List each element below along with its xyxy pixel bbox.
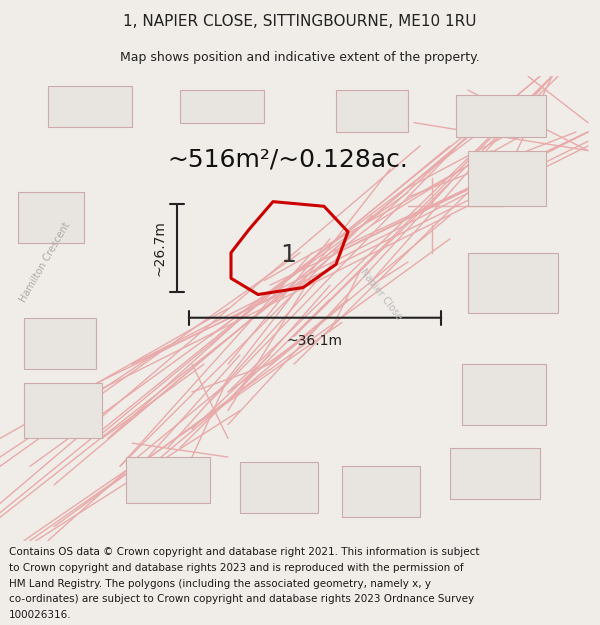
Text: HM Land Registry. The polygons (including the associated geometry, namely x, y: HM Land Registry. The polygons (includin… xyxy=(9,579,431,589)
Text: 1: 1 xyxy=(280,243,296,267)
Polygon shape xyxy=(456,95,546,137)
Text: co-ordinates) are subject to Crown copyright and database rights 2023 Ordnance S: co-ordinates) are subject to Crown copyr… xyxy=(9,594,474,604)
Text: Contains OS data © Crown copyright and database right 2021. This information is : Contains OS data © Crown copyright and d… xyxy=(9,548,479,558)
Text: 1, NAPIER CLOSE, SITTINGBOURNE, ME10 1RU: 1, NAPIER CLOSE, SITTINGBOURNE, ME10 1RU xyxy=(123,14,477,29)
Polygon shape xyxy=(468,253,558,313)
Polygon shape xyxy=(48,86,132,127)
Text: ~26.7m: ~26.7m xyxy=(152,220,166,276)
Polygon shape xyxy=(342,466,420,518)
Text: Napier Close: Napier Close xyxy=(358,267,404,322)
Polygon shape xyxy=(468,151,546,206)
Polygon shape xyxy=(450,448,540,499)
Text: Map shows position and indicative extent of the property.: Map shows position and indicative extent… xyxy=(120,51,480,64)
Text: 100026316.: 100026316. xyxy=(9,610,71,620)
Polygon shape xyxy=(462,364,546,424)
Polygon shape xyxy=(240,462,318,512)
Polygon shape xyxy=(126,457,210,504)
Text: Hamilton Crescent: Hamilton Crescent xyxy=(18,220,72,304)
Polygon shape xyxy=(180,90,264,123)
Polygon shape xyxy=(24,382,102,439)
Text: to Crown copyright and database rights 2023 and is reproduced with the permissio: to Crown copyright and database rights 2… xyxy=(9,563,464,573)
Polygon shape xyxy=(24,318,96,369)
Polygon shape xyxy=(18,192,84,243)
Polygon shape xyxy=(336,90,408,132)
Text: ~36.1m: ~36.1m xyxy=(287,334,343,348)
Text: ~516m²/~0.128ac.: ~516m²/~0.128ac. xyxy=(167,148,409,172)
